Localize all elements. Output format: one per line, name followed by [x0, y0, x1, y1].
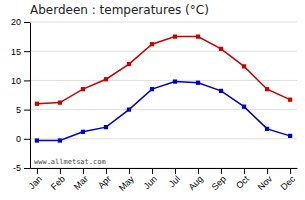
tick-label: Apr: [96, 174, 113, 191]
tick: Nov: [256, 168, 275, 192]
tick-label: Aug: [187, 174, 205, 192]
tick-mark: [24, 139, 30, 140]
tick-mark: [24, 110, 30, 111]
tick: Jan: [27, 168, 44, 191]
point: [35, 102, 39, 106]
tick-mark: [24, 51, 30, 52]
tick: 15: [11, 47, 30, 57]
point: [127, 107, 131, 111]
title: Aberdeen : temperatures (°C): [30, 3, 209, 17]
tick: Apr: [96, 168, 113, 191]
point: [58, 100, 62, 104]
tick-mark: [24, 22, 30, 23]
tick-mark: [60, 168, 61, 174]
tick-mark: [221, 168, 222, 174]
tick-label: Feb: [49, 174, 67, 192]
annotation: www.allmetsat.com: [34, 158, 106, 166]
tick-mark: [267, 168, 268, 174]
tick-label: Sep: [210, 174, 228, 192]
tick-mark: [106, 168, 107, 174]
point: [81, 130, 85, 134]
tick: Sep: [210, 168, 228, 192]
tick-mark: [83, 168, 84, 174]
point: [265, 127, 269, 131]
x-axis: Jan Feb Mar AprMay Jun Jul Aug Sep Oct NovDec: [27, 168, 298, 193]
point: [196, 34, 200, 38]
point: [265, 87, 269, 91]
tick-mark: [37, 168, 38, 174]
grid: [30, 22, 297, 168]
tick: Jun: [142, 168, 159, 191]
tick: Mar: [72, 168, 90, 192]
axis-line: [31, 168, 298, 169]
tick: 20: [11, 17, 30, 27]
tick: Oct: [234, 168, 251, 191]
tick-label: Oct: [234, 173, 251, 190]
marks: [35, 34, 292, 142]
tick-label: Nov: [256, 173, 275, 192]
tick-label: Jan: [27, 174, 44, 191]
point: [81, 87, 85, 91]
point: [288, 134, 292, 138]
tick: Feb: [49, 168, 67, 192]
point: [219, 47, 223, 51]
tick-label: 10: [11, 76, 21, 86]
grid-line: [30, 109, 297, 110]
tick-label: -5: [13, 163, 21, 173]
tick-label: 15: [11, 47, 21, 57]
tick: 5: [16, 105, 30, 115]
point: [127, 62, 131, 66]
tick-label: 5: [16, 105, 21, 115]
y-axis: -5 0 5 10 15 20: [11, 17, 31, 173]
tick: Dec: [279, 168, 298, 192]
point: [173, 34, 177, 38]
tick-mark: [24, 80, 30, 81]
point: [288, 98, 292, 102]
point: [242, 64, 246, 68]
tick: 0: [16, 134, 30, 144]
tick-mark: [290, 168, 291, 174]
tick-mark: [198, 168, 199, 174]
line: [37, 82, 290, 141]
grid-line: [30, 22, 297, 23]
tick-mark: [152, 168, 153, 174]
tick-label: May: [117, 173, 136, 192]
tick-label: 0: [16, 134, 21, 144]
point: [35, 138, 39, 142]
point: [150, 42, 154, 46]
point: [150, 87, 154, 91]
axis-line: [30, 23, 31, 169]
point: [196, 81, 200, 85]
tick-mark: [244, 168, 245, 174]
tick: May: [117, 168, 136, 193]
plot: -5 0 5 10 15 20 Jan Feb Mar AprMay Jun Jul Aug Sep Oct…: [11, 17, 298, 193]
chart: -5 0 5 10 15 20 Jan Feb Mar AprMay Jun Jul Aug Sep Oct…: [0, 0, 305, 200]
tick-mark: [175, 168, 176, 174]
tick: Jul: [167, 168, 182, 189]
tick-mark: [24, 168, 30, 169]
tick: Aug: [187, 168, 205, 192]
tick-label: 20: [11, 17, 21, 27]
point: [104, 77, 108, 81]
point: [173, 79, 177, 83]
tick: 10: [11, 76, 30, 86]
point: [242, 105, 246, 109]
series: [35, 79, 292, 142]
point: [58, 138, 62, 142]
tick-mark: [129, 168, 130, 174]
grid-line: [30, 168, 297, 169]
series: [35, 34, 292, 105]
tick-label: Jul: [167, 174, 182, 189]
line: [37, 37, 290, 104]
tick-label: Mar: [72, 174, 90, 192]
point: [219, 89, 223, 93]
tick: -5: [13, 163, 30, 173]
tick-label: Jun: [142, 174, 159, 191]
tick-label: Dec: [279, 173, 298, 192]
point: [104, 125, 108, 129]
grid-line: [30, 138, 297, 139]
grid-line: [30, 51, 297, 52]
